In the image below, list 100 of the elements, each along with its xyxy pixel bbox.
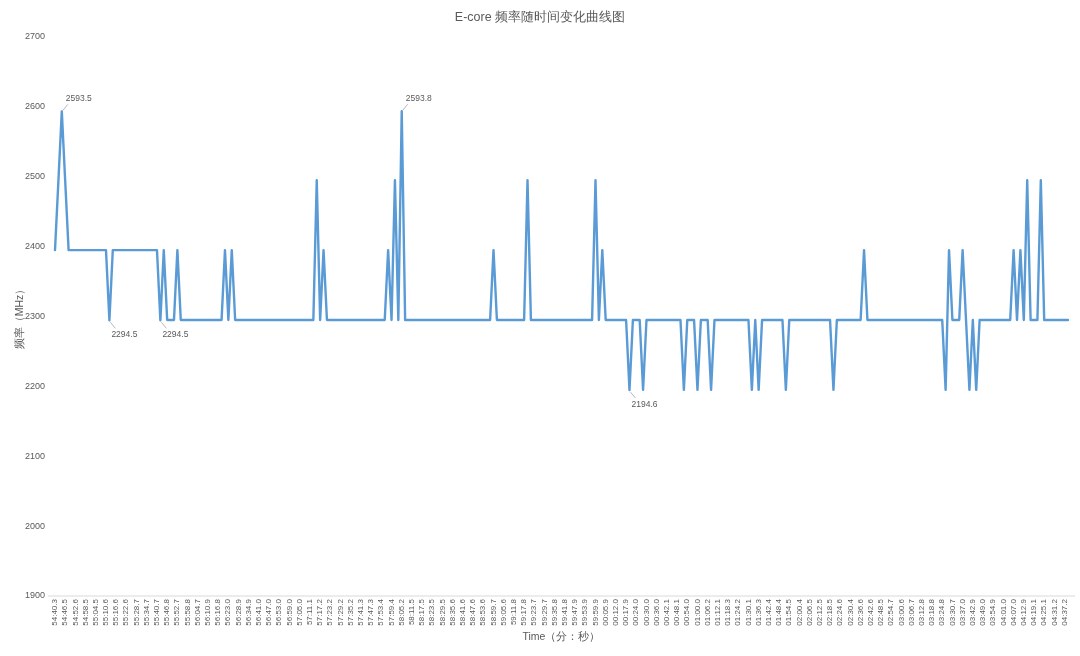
x-tick-label: 57:47.3: [366, 598, 376, 626]
x-tick-label: 58:59.7: [488, 598, 498, 626]
x-tick-label: 02:42.6: [865, 598, 875, 626]
x-tick-label: 01:42.4: [763, 598, 773, 626]
x-tick-label: 02:18.5: [825, 598, 835, 626]
x-tick-label: 04:37.2: [1059, 598, 1069, 626]
x-tick-label: 02:36.6: [855, 598, 865, 626]
x-tick-label: 00:30.0: [641, 598, 651, 626]
x-tick-label: 55:10.6: [101, 598, 111, 626]
x-tick-label: 56:41.0: [254, 598, 264, 626]
data-label: 2194.6: [631, 399, 658, 410]
x-tick-label: 57:35.2: [345, 598, 355, 626]
x-axis-title: Time（分：秒）: [522, 630, 601, 642]
data-label: 2294.5: [162, 329, 189, 340]
x-tick-label: 03:30.7: [947, 598, 957, 626]
y-axis-title: 频率（MHz）: [12, 283, 25, 350]
x-tick-label: 59:41.8: [560, 598, 570, 626]
value-label: 2294.5: [110, 321, 138, 340]
x-tick-label: 58:41.6: [458, 598, 468, 626]
x-tick-label: 57:23.2: [325, 598, 335, 626]
x-tick-label: 55:04.5: [90, 598, 100, 626]
x-tick-label: 02:54.7: [886, 598, 896, 626]
x-tick-label: 58:53.6: [478, 598, 488, 626]
x-tick-label: 00:54.0: [682, 598, 692, 626]
x-tick-label: 02:00.4: [794, 598, 804, 626]
x-tick-label: 03:37.0: [957, 598, 967, 626]
x-tick-label: 56:53.0: [274, 598, 284, 626]
x-tick-label: 57:05.0: [294, 598, 304, 626]
x-tick-label: 59:59.9: [590, 598, 600, 626]
x-tick-label: 01:12.1: [712, 598, 722, 626]
x-tick-label: 01:48.4: [774, 598, 784, 626]
x-tick-label: 55:52.7: [172, 598, 182, 626]
x-tick-label: 02:24.6: [835, 598, 845, 626]
value-label: 2294.5: [161, 321, 189, 340]
x-tick-label: 03:49.0: [978, 598, 988, 626]
x-tick-label: 54:46.5: [60, 598, 70, 626]
x-tick-label: 58:29.5: [437, 598, 447, 626]
x-tick-label: 59:11.8: [509, 598, 519, 626]
x-tick-label: 58:17.5: [417, 598, 427, 626]
x-tick-label: 04:19.1: [1029, 598, 1039, 626]
x-tick-label: 02:12.5: [814, 598, 824, 626]
x-tick-label: 04:07.0: [1008, 598, 1018, 626]
x-tick-label: 55:22.6: [121, 598, 131, 626]
x-tick-label: 00:12.0: [611, 598, 620, 626]
x-tick-label: 59:17.8: [519, 598, 529, 626]
x-tick-label: 02:48.5: [876, 598, 886, 626]
x-tick-label: 59:47.9: [570, 598, 580, 626]
x-tick-label: 58:05.2: [396, 598, 406, 626]
x-tick-label: 55:46.8: [162, 598, 172, 626]
y-tick-label: 2300: [24, 310, 45, 321]
x-tick-label: 58:11.5: [407, 598, 417, 626]
x-tick-label: 58:23.5: [427, 598, 437, 626]
x-tick-label: 04:25.1: [1039, 598, 1049, 626]
x-tick-label: 57:17.2: [315, 598, 325, 626]
x-tick-label: 04:12.9: [1018, 598, 1028, 626]
y-tick-label: 2600: [24, 101, 45, 112]
y-tick-label: 1900: [24, 590, 45, 601]
data-label: 2593.5: [65, 93, 93, 104]
x-tick-label: 00:17.9: [621, 598, 631, 626]
y-tick-label: 2200: [24, 380, 45, 391]
value-label: 2194.6: [630, 391, 658, 410]
x-tick-label: 56:10.9: [203, 598, 213, 626]
y-tick-label: 2100: [24, 450, 45, 461]
data-label: 2593.8: [405, 93, 432, 104]
x-tick-label: 00:05.9: [600, 598, 610, 626]
x-tick-label: 01:18.3: [723, 598, 733, 626]
x-tick-label: 59:23.7: [529, 598, 539, 626]
x-tick-label: 58:35.6: [447, 598, 457, 626]
x-tick-label: 04:01.0: [998, 598, 1008, 626]
x-tick-label: 01:24.2: [733, 598, 743, 626]
x-tick-label: 03:06.7: [906, 598, 916, 626]
x-tick-label: 02:06.5: [804, 598, 814, 626]
x-tick-label: 00:36.0: [651, 598, 661, 626]
x-tick-label: 01:54.5: [784, 598, 794, 626]
x-tick-label: 56:23.0: [223, 598, 233, 626]
x-tick-label: 03:42.9: [967, 598, 977, 626]
x-tick-label: 56:16.8: [213, 598, 223, 626]
y-tick-label: 2500: [24, 171, 45, 182]
x-tick-label: 54:40.3: [50, 598, 60, 626]
x-tick-label: 59:05.6: [498, 598, 508, 626]
x-tick-label: 01:30.1: [743, 598, 753, 626]
chart-title: E-core 频率随时间变化曲线图: [454, 9, 626, 24]
x-tick-label: 00:24.0: [631, 598, 641, 626]
x-tick-label: 58:47.6: [468, 598, 478, 626]
x-tick-label: 56:04.7: [192, 598, 202, 626]
y-tick-label: 2400: [24, 241, 45, 251]
x-tick-label: 02:30.4: [845, 598, 855, 626]
x-tick-label: 03:12.8: [916, 598, 926, 626]
x-tick-label: 57:41.3: [356, 598, 366, 626]
x-tick-label: 54:58.5: [80, 598, 90, 626]
x-tick-label: 00:48.1: [672, 598, 682, 626]
x-tick-label: 00:42.1: [661, 598, 671, 626]
x-tick-label: 59:35.8: [549, 598, 559, 626]
x-tick-label: 01:00.0: [692, 598, 702, 626]
x-tick-label: 57:53.4: [376, 598, 386, 626]
x-tick-label: 55:16.6: [111, 598, 121, 626]
x-tick-label: 56:47.0: [264, 598, 274, 626]
data-label: 2294.5: [111, 329, 138, 340]
x-tick-label: 55:28.7: [131, 598, 141, 626]
x-tick-label: 04:31.2: [1049, 598, 1059, 626]
